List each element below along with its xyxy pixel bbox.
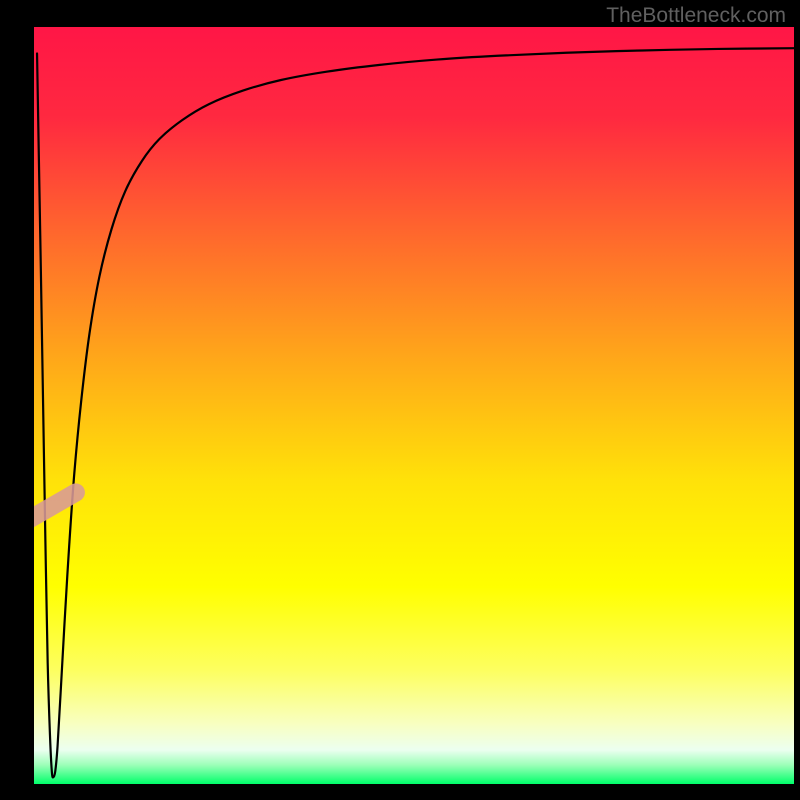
watermark-text: TheBottleneck.com xyxy=(606,4,786,28)
chart-curve-layer xyxy=(34,27,794,784)
chart-plot-area xyxy=(34,27,794,784)
highlight-pill xyxy=(34,480,88,541)
main-curve xyxy=(37,48,794,777)
